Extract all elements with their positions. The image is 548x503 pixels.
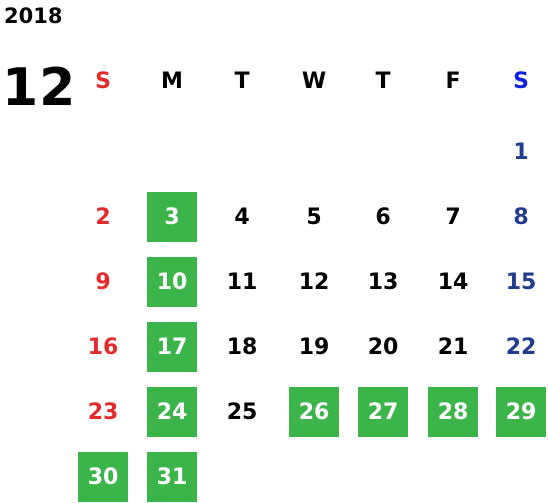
day[interactable]: 14 (437, 269, 469, 295)
day[interactable]: 9 (95, 269, 111, 295)
day[interactable]: 22 (505, 334, 537, 360)
year: 2018 (4, 4, 63, 28)
weekday-label: M (161, 68, 183, 94)
day[interactable]: 23 (87, 399, 119, 425)
day[interactable]: 11 (226, 269, 258, 295)
day[interactable]: 5 (306, 204, 322, 230)
day[interactable]: 13 (367, 269, 399, 295)
day[interactable]: 21 (437, 334, 469, 360)
day[interactable]: 15 (505, 269, 537, 295)
weekday-label: W (301, 68, 327, 94)
day[interactable]: 18 (226, 334, 258, 360)
weekday-label: S (513, 68, 529, 94)
day[interactable]: 4 (234, 204, 250, 230)
highlighted-day[interactable]: 24 (147, 387, 197, 437)
highlighted-day[interactable]: 29 (496, 387, 546, 437)
highlighted-day[interactable]: 10 (147, 257, 197, 307)
highlighted-day[interactable]: 28 (428, 387, 478, 437)
day[interactable]: 12 (298, 269, 330, 295)
month: 12 (2, 58, 77, 118)
highlighted-day[interactable]: 30 (78, 452, 128, 502)
weekday-label: S (95, 68, 111, 94)
highlighted-day[interactable]: 26 (289, 387, 339, 437)
day[interactable]: 20 (367, 334, 399, 360)
day[interactable]: 16 (87, 334, 119, 360)
day[interactable]: 19 (298, 334, 330, 360)
highlighted-day[interactable]: 31 (147, 452, 197, 502)
day[interactable]: 8 (513, 204, 529, 230)
day[interactable]: 25 (226, 399, 258, 425)
weekday-label: T (375, 68, 391, 94)
day[interactable]: 1 (513, 139, 529, 165)
highlighted-day[interactable]: 27 (358, 387, 408, 437)
day[interactable]: 7 (445, 204, 461, 230)
weekday-label: F (445, 68, 461, 94)
highlighted-day[interactable]: 3 (147, 192, 197, 242)
day[interactable]: 2 (95, 204, 111, 230)
day[interactable]: 6 (375, 204, 391, 230)
weekday-label: T (234, 68, 250, 94)
highlighted-day[interactable]: 17 (147, 322, 197, 372)
